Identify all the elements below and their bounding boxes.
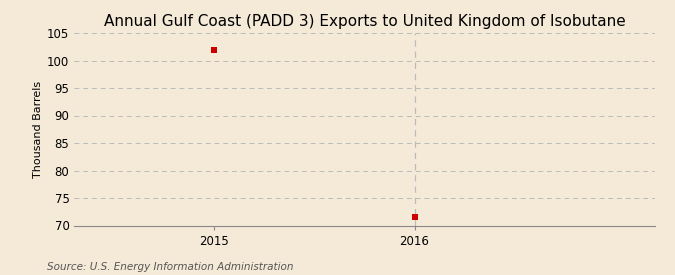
Text: Source: U.S. Energy Information Administration: Source: U.S. Energy Information Administ… [47, 262, 294, 272]
Title: Annual Gulf Coast (PADD 3) Exports to United Kingdom of Isobutane: Annual Gulf Coast (PADD 3) Exports to Un… [104, 14, 625, 29]
Y-axis label: Thousand Barrels: Thousand Barrels [33, 81, 43, 178]
